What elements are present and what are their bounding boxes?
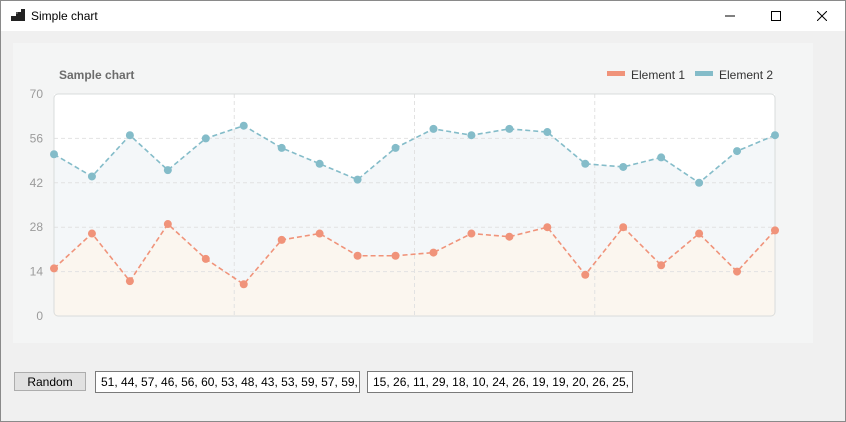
series-line-1	[53, 222, 776, 286]
series-1-point	[619, 223, 628, 232]
series-1-point	[277, 235, 286, 244]
series-2-point	[239, 121, 248, 130]
legend-swatch-element-1	[607, 71, 625, 76]
series-2-point	[657, 153, 666, 162]
legend: Element 1 Element 2	[607, 68, 773, 82]
series-1-point	[239, 280, 248, 289]
series-2-point	[50, 150, 58, 159]
random-button[interactable]: Random	[14, 372, 86, 391]
series-2-point	[353, 175, 362, 184]
series-2-point	[695, 178, 704, 187]
series-1-point	[695, 229, 704, 238]
legend-label-element-2: Element 2	[719, 68, 773, 82]
series-2-point	[391, 143, 400, 152]
series-2-point	[315, 159, 324, 168]
chart-panel: 0 14 28 42 56 70 Sample chart Element 1 Eleme…	[13, 43, 813, 343]
series-2-point	[125, 131, 134, 140]
y-tick-label: 0	[36, 309, 43, 323]
series-1-point	[733, 267, 742, 276]
close-button[interactable]	[799, 1, 845, 31]
series-2-point	[619, 162, 628, 171]
window-title: Simple chart	[31, 9, 98, 23]
series-1-point	[391, 251, 400, 260]
series1-values-field[interactable]: 51, 44, 57, 46, 56, 60, 53, 48, 43, 53, …	[95, 371, 360, 393]
series2-values-field[interactable]: 15, 26, 11, 29, 18, 10, 24, 26, 19, 19, …	[367, 371, 633, 393]
series-2-point	[581, 159, 590, 168]
series-1-point	[125, 277, 134, 286]
maximize-icon	[771, 11, 781, 21]
series-1-point	[429, 248, 438, 257]
series-1-point	[505, 232, 514, 241]
series-1-point	[543, 223, 552, 232]
line-chart: 0 14 28 42 56 70 Sample chart Element 1 Eleme…	[30, 68, 779, 323]
y-tick-label: 70	[30, 87, 44, 101]
chart-title: Sample chart	[59, 68, 134, 82]
series-1-point	[315, 229, 324, 238]
series-1-point	[657, 261, 666, 270]
series-2-point	[733, 147, 742, 156]
series-1-point	[50, 264, 58, 273]
y-tick-label: 14	[30, 265, 44, 279]
close-icon	[817, 11, 827, 21]
series-1-point	[87, 229, 96, 238]
title-bar: Simple chart	[1, 1, 845, 31]
series-2-point	[771, 131, 779, 140]
y-tick-label: 28	[30, 220, 44, 234]
series-1-point	[467, 229, 476, 238]
series-2-point	[429, 124, 438, 133]
minimize-button[interactable]	[707, 1, 753, 31]
y-tick-label: 56	[30, 131, 44, 145]
series-2-point	[201, 134, 210, 143]
series-1-point	[353, 251, 362, 260]
series-1-point	[771, 226, 779, 235]
app-icon	[11, 9, 25, 21]
legend-swatch-element-2	[695, 71, 713, 76]
series-2-point	[505, 124, 514, 133]
maximize-button[interactable]	[753, 1, 799, 31]
series-1-point	[581, 270, 590, 279]
minimize-icon	[725, 15, 735, 17]
series-1-point	[163, 220, 172, 229]
legend-label-element-1: Element 1	[631, 68, 685, 82]
y-tick-label: 42	[30, 176, 44, 190]
series-2-point	[163, 166, 172, 175]
series-2-point	[87, 172, 96, 181]
series-2-point	[467, 131, 476, 140]
series-2-point	[277, 143, 286, 152]
plot-border	[53, 93, 776, 317]
series-1-point	[201, 254, 210, 263]
series-2-point	[543, 128, 552, 137]
